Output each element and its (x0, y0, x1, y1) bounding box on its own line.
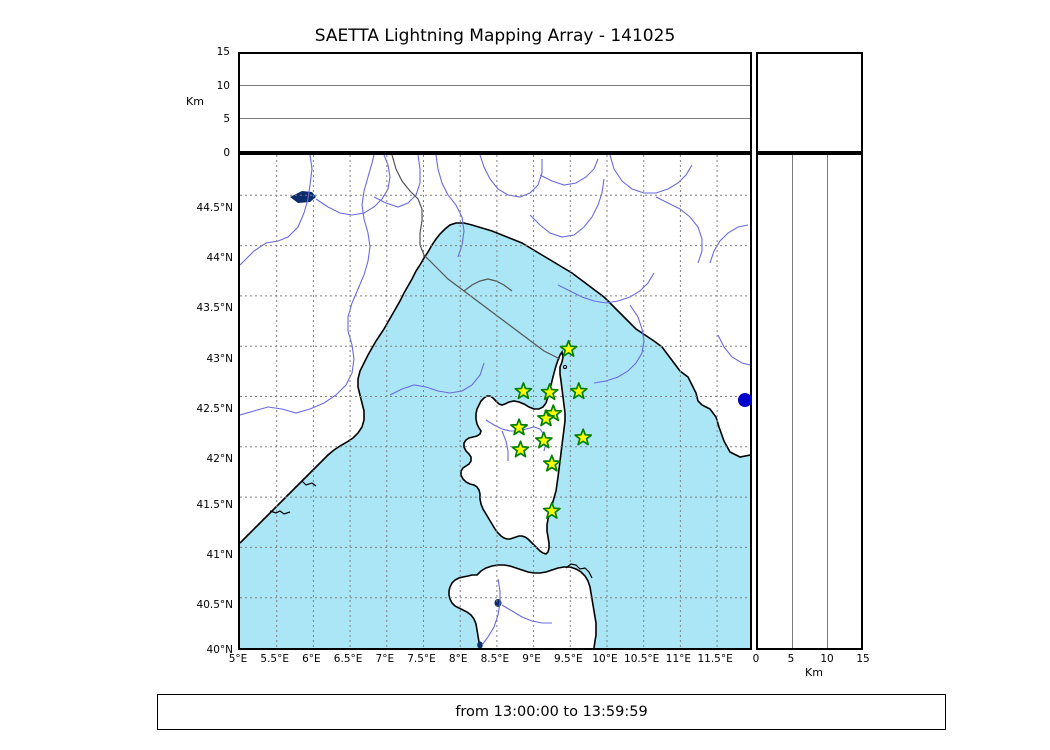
tick-lon-10-5: 10.5°E (624, 653, 660, 665)
tick-alt-0: 0 (223, 147, 230, 159)
panel-map-plan-view[interactable] (238, 153, 752, 650)
tick-alt-15: 15 (216, 46, 230, 58)
station-star-9 (511, 440, 530, 458)
tick-lon-5: 5°E (228, 653, 248, 665)
tick-alt-10: 10 (216, 80, 230, 92)
tick-lon-8: 8°E (448, 653, 468, 665)
time-range-label: from 13:00:00 to 13:59:59 (455, 704, 648, 720)
panel-latitude-vs-altitude[interactable] (756, 153, 863, 650)
tick-lon-9: 9°E (522, 653, 541, 665)
landmass-mainland (240, 155, 750, 543)
tick-lon-11-5: 11.5°E (697, 653, 733, 665)
tick-lat-44-5: 44.5°N (196, 202, 233, 214)
tick-lat-41-5: 41.5°N (196, 499, 233, 511)
tick-lon-5-5: 5.5°E (260, 653, 289, 665)
station-star-6 (510, 418, 528, 436)
panel-altitude-vs-longitude[interactable] (238, 52, 752, 153)
tick-lon-7-5: 7.5°E (407, 653, 436, 665)
station-star-3 (569, 382, 588, 400)
tick-lat-43: 43°N (206, 353, 233, 365)
tick-km-0: 0 (752, 653, 760, 665)
station-star-8 (534, 431, 553, 449)
gridline-alt-10 (240, 85, 750, 87)
lma-station-markers (510, 339, 593, 519)
gridline-alt-5 (240, 118, 750, 119)
tick-lat-40-5: 40.5°N (196, 599, 233, 611)
rivers-group (240, 155, 750, 646)
tick-lon-11: 11°E (665, 653, 692, 665)
station-star-10 (542, 454, 561, 472)
tick-lon-8-5: 8.5°E (480, 653, 510, 665)
tick-km-15: 15 (856, 653, 870, 665)
tick-lat-44: 44°N (206, 252, 233, 264)
axis-label-km-top: Km (186, 95, 204, 108)
axis-label-km-right: Km (805, 666, 823, 679)
panel-corner-empty[interactable] (756, 52, 863, 153)
tick-km-10: 10 (820, 653, 834, 665)
station-star-1 (514, 382, 533, 400)
tick-lon-7: 7°E (375, 653, 395, 665)
tick-lat-42: 42°N (206, 453, 233, 465)
station-star-2 (540, 383, 559, 401)
tick-lon-9-5: 9.5°E (554, 653, 583, 665)
lightning-source-marker (738, 393, 752, 407)
map-gridlines (240, 155, 750, 648)
gridline-km-5 (791, 155, 793, 648)
station-star-0 (559, 339, 578, 357)
page-title: SAETTA Lightning Mapping Array - 141025 (314, 26, 676, 46)
landmass-sardinia (449, 565, 596, 648)
time-range-box[interactable]: from 13:00:00 to 13:59:59 (157, 694, 946, 730)
tick-lat-40: 40°N (206, 644, 233, 656)
tick-lat-42-5: 42.5°N (196, 403, 233, 415)
map-graphic (240, 155, 750, 648)
tick-alt-5: 5 (223, 113, 230, 125)
tick-lon-10: 10°E (592, 653, 618, 665)
tick-lon-6: 6°E (302, 653, 321, 665)
station-star-7 (574, 428, 593, 446)
station-star-5 (537, 409, 555, 427)
station-star-11 (542, 501, 561, 519)
borders-group (391, 155, 561, 360)
landmass-corsica (461, 352, 565, 554)
coastline-group (240, 222, 750, 648)
tick-lat-43-5: 43.5°N (196, 302, 233, 314)
tick-lat-41: 41°N (206, 549, 233, 561)
tick-lon-6-5: 6.5°E (333, 653, 363, 665)
gridline-km-10 (827, 155, 828, 648)
tick-km-5: 5 (787, 653, 795, 665)
